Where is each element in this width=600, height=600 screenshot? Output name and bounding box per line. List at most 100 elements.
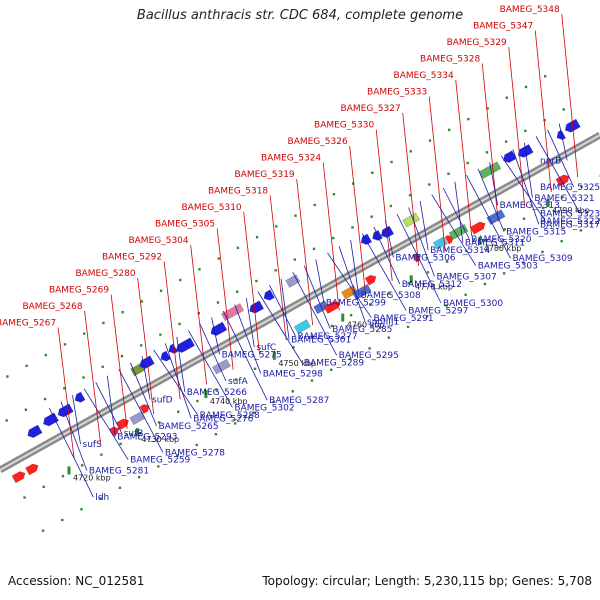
reverse-gene-shape [556,129,567,141]
guide-dot [157,421,161,424]
guide-dot [179,278,182,282]
bottom-label-leader [269,284,296,337]
bottom-gene-label: BAMEG_5277 [298,332,358,342]
forward-gene-shape [11,471,26,484]
feature-block [220,303,245,322]
guide-dot [255,235,259,239]
bottom-gene-label: BAMEG_5297 [408,306,468,316]
guide-dot [310,379,314,382]
bottom-label-leader [431,194,477,266]
top-label-leader [428,96,446,252]
guide-dot [42,485,45,489]
reverse-gene-shape [249,300,265,314]
guide-dot [234,378,238,381]
forward-gene-shape [364,274,377,286]
guide-dot [233,422,237,425]
bottom-label-leader [280,278,290,340]
top-gene-label: BAMEG_5269 [49,286,109,296]
bottom-label-leader [245,298,255,348]
guide-dot [44,353,47,357]
bottom-gene-label: BAMEG_5266 [187,388,247,398]
top-gene-label: BAMEG_5327 [341,104,401,114]
guide-dot [464,293,467,296]
top-label-leader [455,79,473,237]
bottom-gene-label: BAMEG_5288 [200,411,260,421]
reverse-gene-shape [564,118,581,133]
guide-dot [157,465,160,468]
bottom-label-leader [338,246,366,322]
genome-summary-text: Topology: circular; Length: 5,230,115 bp… [262,574,592,588]
bottom-label-leader [535,136,581,214]
guide-dot [139,344,143,347]
bottom-gene-label: BAMEG_5306 [395,253,455,263]
kbp-tick-mark [272,351,276,360]
bottom-gene-label: spoIIIJ1 [367,317,399,327]
reverse-gene-shape [27,424,43,438]
bottom-label-leader [512,149,540,225]
guide-dot [426,271,430,274]
top-gene-label: BAMEG_5328 [420,55,480,65]
guide-dot [195,443,198,447]
bottom-label-leader [141,356,151,400]
guide-dot [428,139,432,142]
guide-dot [272,400,275,404]
guide-dot [291,390,294,393]
bottom-label-leader [350,239,360,295]
guide-dot [176,454,179,457]
kbp-tick-label: 4720 kbp [73,473,111,482]
guide-dot [390,160,393,164]
guide-dot [83,332,86,335]
bottom-label-leader [48,407,94,498]
bottom-gene-label: BAMEG_5281 [89,467,149,477]
top-label-leader [57,327,75,459]
guide-dot [445,260,449,263]
bottom-gene-label: BAMEG_5315 [506,228,566,238]
top-gene-label: BAMEG_5310 [181,203,241,213]
forward-gene [139,404,150,415]
bottom-label-leader [222,310,268,401]
bottom-label-leader [547,129,574,188]
top-label-leader [508,46,526,207]
top-gene-label: BAMEG_5347 [473,22,533,32]
top-gene-label: BAMEG_5326 [288,137,348,147]
feature-block-shape [220,303,245,322]
top-gene-label: BAMEG_5324 [261,154,321,164]
guide-dot [313,203,316,207]
guide-dot [253,411,256,414]
guide-dot [503,228,506,231]
guide-dot [25,364,28,368]
top-gene-label: BAMEG_5292 [102,253,162,263]
reverse-gene-shape [210,321,228,336]
bottom-gene-label: BAMEG_5291 [373,314,433,324]
genome-title: Bacillus anthracis str. CDC 684, complet… [136,8,464,23]
guide-dot [177,410,180,413]
kbp-tick-mark [478,237,482,246]
kbp-tick-mark [341,313,345,322]
guide-dot [428,183,431,186]
bottom-gene-label: sufA [228,377,249,387]
guide-dot [178,322,181,326]
top-gene-label: BAMEG_5267 [0,319,56,329]
forward-gene [444,235,454,245]
guide-dot [408,194,412,197]
forward-gene-shape [25,463,39,476]
reverse-gene [564,118,581,133]
feature-block-shape [212,358,231,375]
guide-dot [580,185,583,188]
top-gene-label: BAMEG_5305 [155,220,215,230]
feature-block [402,212,421,228]
bottom-label-leader [442,187,470,240]
kbp-tick-label: 4790 kbp [552,206,590,215]
guide-dot [253,367,257,371]
kbp-tick-label: 4730 kbp [141,435,179,444]
guide-dot [543,118,546,122]
guide-dot [198,268,201,271]
reverse-gene-shape [168,343,178,354]
guide-dot [541,206,545,210]
bottom-gene-label: BAMEG_5325 [540,183,600,193]
bottom-label-leader [477,168,505,232]
forward-gene-shape [444,235,454,245]
feature-block [212,358,231,375]
reverse-gene [263,289,275,301]
